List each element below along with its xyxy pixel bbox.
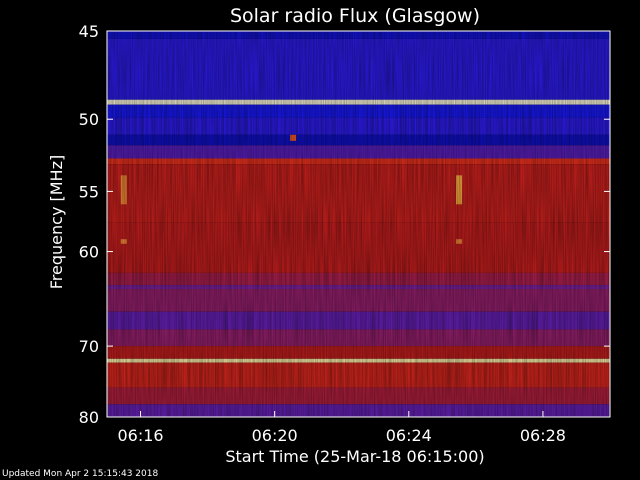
y-axis-ticks: 45 50 55 60 70 80 (79, 22, 610, 427)
x-axis-ticks: 06:16 06:20 06:24 06:28 (117, 411, 566, 445)
x-tick-label-1: 06:20 (252, 426, 298, 445)
updated-timestamp: Updated Mon Apr 2 15:15:43 2018 (2, 469, 159, 479)
y-tick-label-55: 55 (79, 182, 99, 201)
plot-frame (106, 30, 611, 418)
noise-texture (107, 31, 610, 417)
chart-title: Solar radio Flux (Glasgow) (230, 5, 480, 27)
x-tick-label-3: 06:28 (520, 426, 566, 445)
y-axis-label: Frequency [MHz] (47, 155, 66, 289)
y-tick-label-70: 70 (79, 337, 99, 356)
y-tick-label-80: 80 (79, 408, 99, 427)
y-tick-label-60: 60 (79, 243, 99, 262)
x-tick-label-0: 06:16 (117, 426, 163, 445)
y-tick-label-45: 45 (79, 22, 99, 41)
x-axis-label: Start Time (25-Mar-18 06:15:00) (225, 447, 484, 466)
x-tick-label-2: 06:24 (386, 426, 432, 445)
y-tick-label-50: 50 (79, 110, 99, 129)
